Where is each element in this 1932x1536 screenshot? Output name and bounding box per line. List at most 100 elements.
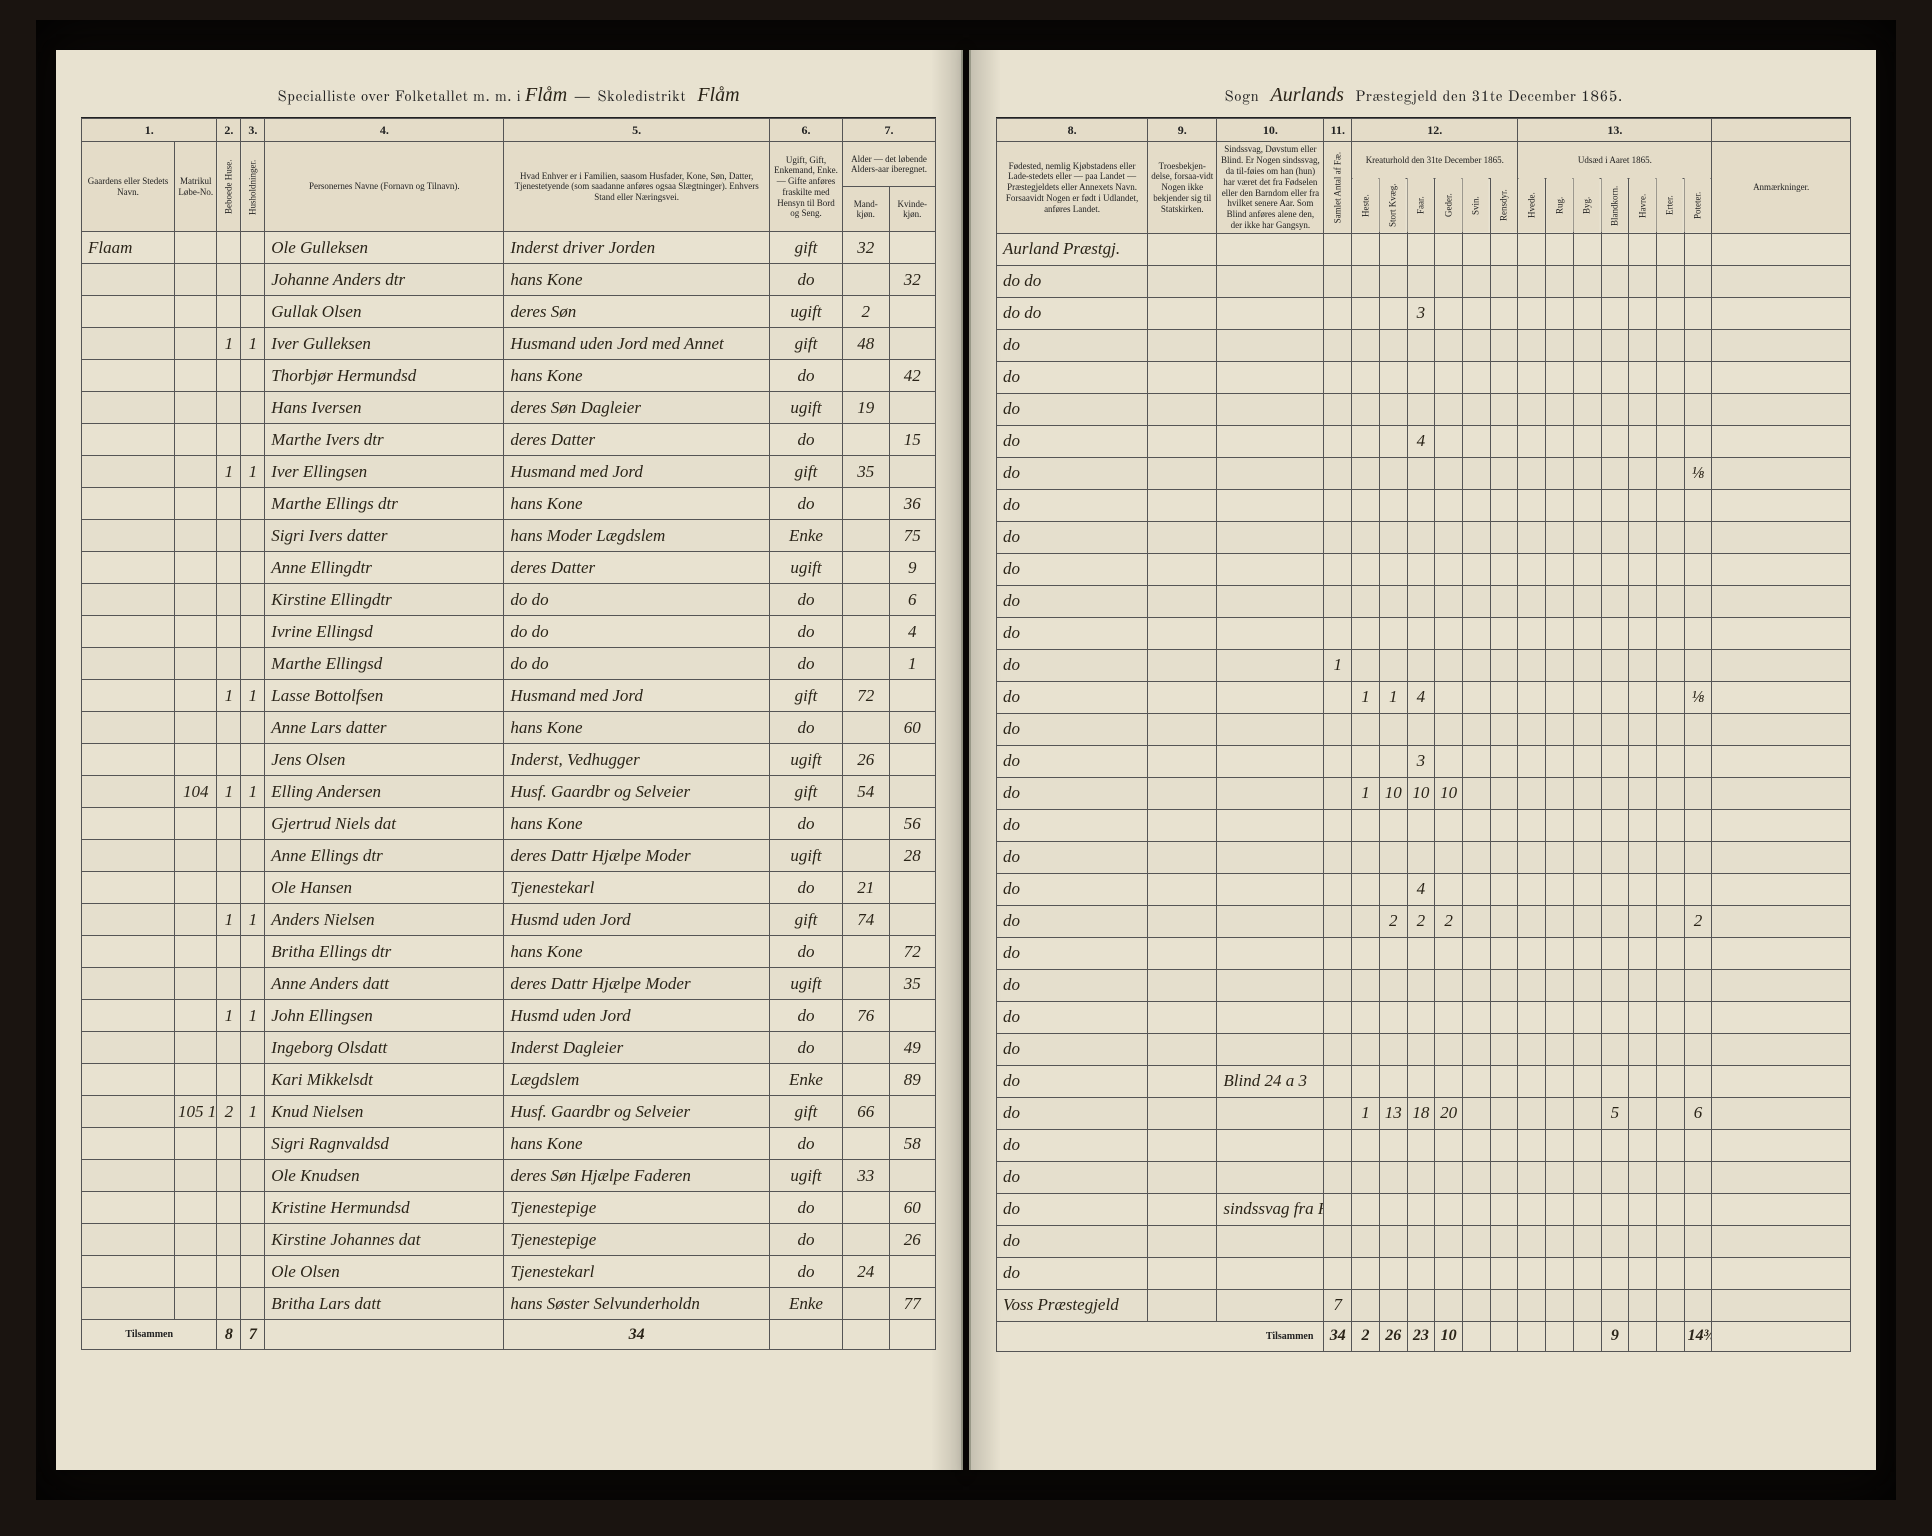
sv-cell <box>1462 969 1490 1001</box>
hv-cell <box>1518 745 1546 777</box>
kv-cell <box>1379 969 1407 1001</box>
er-cell <box>1656 553 1684 585</box>
relation-cell: Tjenestepige <box>504 1224 770 1256</box>
po-cell <box>1684 809 1712 841</box>
re-cell <box>1490 329 1518 361</box>
birth-cell: do <box>997 457 1148 489</box>
he-cell <box>1352 393 1380 425</box>
house-cell <box>217 744 241 776</box>
ge-cell <box>1435 1129 1463 1161</box>
er-cell <box>1656 1161 1684 1193</box>
hv-cell <box>1518 649 1546 681</box>
bl-cell <box>1601 585 1629 617</box>
ge-cell <box>1435 617 1463 649</box>
he-cell <box>1352 969 1380 1001</box>
sv-cell <box>1462 617 1490 649</box>
person-name: Elling Andersen <box>265 776 504 808</box>
house-cell <box>217 488 241 520</box>
ru-cell <box>1546 233 1574 265</box>
relation-cell: Husf. Gaardbr og Selveier <box>504 776 770 808</box>
ge-cell <box>1435 873 1463 905</box>
table-row: do do 3 <box>997 297 1851 329</box>
bl-cell <box>1601 1161 1629 1193</box>
age-female <box>889 776 936 808</box>
anm-cell <box>1712 681 1851 713</box>
er-cell <box>1656 297 1684 329</box>
ledger-book: Specialliste over Folketallet m. m. i Fl… <box>36 20 1896 1500</box>
anm-cell <box>1712 233 1851 265</box>
person-name: Sigri Ivers datter <box>265 520 504 552</box>
ha-cell <box>1629 1097 1657 1129</box>
birth-cell: do <box>997 809 1148 841</box>
relation-cell: Husmand med Jord <box>504 680 770 712</box>
sv-cell <box>1462 873 1490 905</box>
house-cell <box>217 968 241 1000</box>
faith-cell <box>1148 265 1217 297</box>
table-row: 1 1 Iver Gulleksen Husmand uden Jord med… <box>82 328 936 360</box>
relation-cell: do do <box>504 648 770 680</box>
household-cell: 1 <box>241 328 265 360</box>
matr-cell <box>174 1064 217 1096</box>
date-text: Præstegjeld den 31te December 1865. <box>1355 90 1623 105</box>
birth-cell: do <box>997 1065 1148 1097</box>
kv-cell <box>1379 585 1407 617</box>
foot-fa: 23 <box>1407 1321 1435 1351</box>
er-cell <box>1656 457 1684 489</box>
civil-cell: gift <box>769 456 842 488</box>
by-cell <box>1573 553 1601 585</box>
house-cell <box>217 1288 241 1320</box>
matr-cell <box>174 808 217 840</box>
re-cell <box>1490 841 1518 873</box>
fa-cell <box>1407 585 1435 617</box>
birth-cell: do <box>997 617 1148 649</box>
ha-cell <box>1629 969 1657 1001</box>
relation-cell: hans Kone <box>504 488 770 520</box>
foot-ge: 10 <box>1435 1321 1463 1351</box>
fa-cell <box>1407 937 1435 969</box>
table-row: do <box>997 489 1851 521</box>
kv-cell: 2 <box>1379 905 1407 937</box>
civil-cell: ugift <box>769 552 842 584</box>
hv-cell <box>1518 1129 1546 1161</box>
household-cell <box>241 264 265 296</box>
household-cell <box>241 584 265 616</box>
age-female: 72 <box>889 936 936 968</box>
house-cell: 1 <box>217 1000 241 1032</box>
house-cell <box>217 840 241 872</box>
fa-cell <box>1407 1065 1435 1097</box>
sv-cell <box>1462 1225 1490 1257</box>
birth-cell: do <box>997 489 1148 521</box>
sv-cell <box>1462 329 1490 361</box>
person-name: Johanne Anders dtr <box>265 264 504 296</box>
age-female <box>889 1000 936 1032</box>
birth-cell: do <box>997 649 1148 681</box>
table-row: Kari Mikkelsdt Lægdslem Enke 89 <box>82 1064 936 1096</box>
matr-cell <box>174 1256 217 1288</box>
household-cell <box>241 392 265 424</box>
hv-cell <box>1518 585 1546 617</box>
header-mid: Skoledistrikt <box>597 90 686 105</box>
age-female: 26 <box>889 1224 936 1256</box>
hdr-remarks: Anmærkninger. <box>1712 142 1851 233</box>
household-cell <box>241 1288 265 1320</box>
he-cell <box>1352 425 1380 457</box>
table-row: Sigri Ivers datter hans Moder Lægdslem E… <box>82 520 936 552</box>
age-male: 26 <box>843 744 889 776</box>
fa-cell <box>1407 361 1435 393</box>
table-row: do <box>997 713 1851 745</box>
ha-cell <box>1629 233 1657 265</box>
relation-cell: deres Datter <box>504 552 770 584</box>
civil-cell: do <box>769 584 842 616</box>
table-row: do <box>997 809 1851 841</box>
person-name: Lasse Bottolfsen <box>265 680 504 712</box>
person-name: Anders Nielsen <box>265 904 504 936</box>
kv-cell <box>1379 745 1407 777</box>
faith-cell <box>1148 1001 1217 1033</box>
sv-cell <box>1462 425 1490 457</box>
foot-po: 14⅜ <box>1684 1321 1712 1351</box>
table-row: do do <box>997 265 1851 297</box>
ru-cell <box>1546 1129 1574 1161</box>
person-name: Iver Gulleksen <box>265 328 504 360</box>
faith-cell <box>1148 393 1217 425</box>
place-cell <box>82 904 175 936</box>
